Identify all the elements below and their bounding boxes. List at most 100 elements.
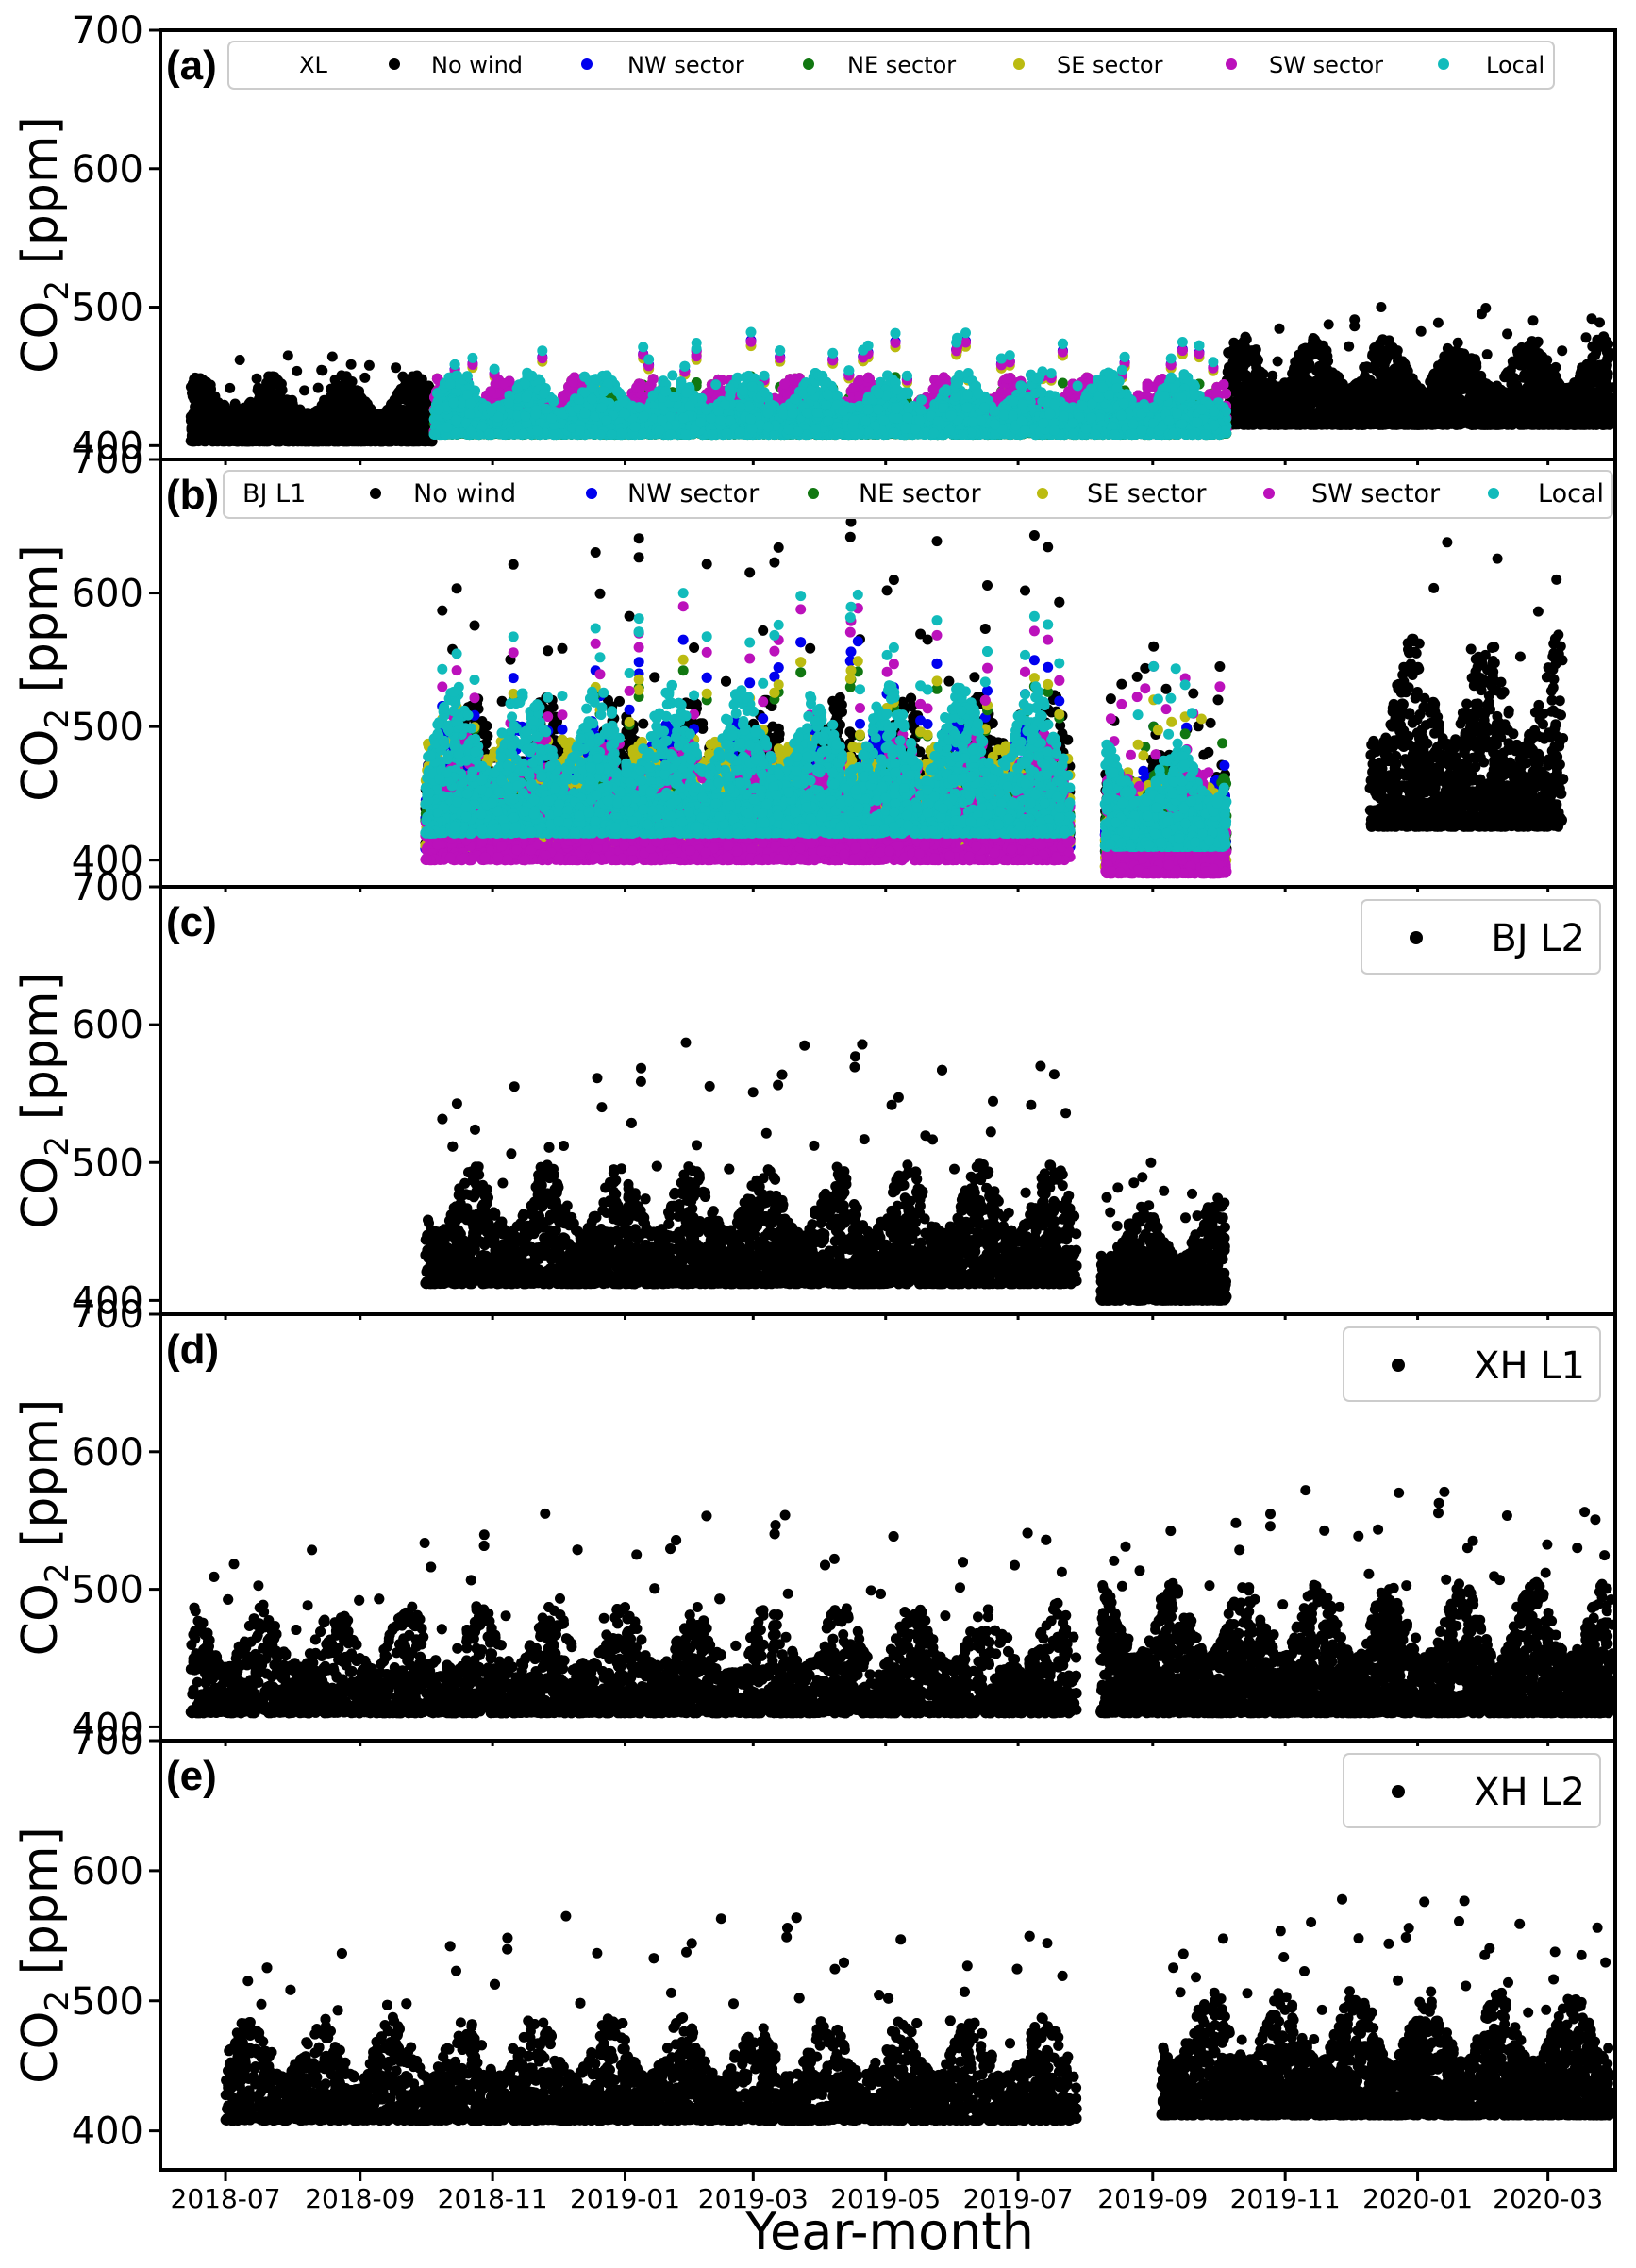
- point-no-wind: [1380, 365, 1391, 375]
- point-no-wind: [1256, 377, 1266, 388]
- point-no-wind: [1579, 386, 1590, 396]
- point-no-wind: [391, 362, 401, 373]
- point-no-wind: [1345, 405, 1356, 415]
- point-no-wind: [1296, 411, 1307, 422]
- point-no-wind: [1240, 354, 1250, 364]
- point-no-wind: [1477, 309, 1487, 319]
- point-no-wind: [1466, 386, 1477, 396]
- point-no-wind: [334, 431, 344, 442]
- point-no-wind: [1561, 389, 1572, 399]
- point-no-wind: [1273, 357, 1283, 367]
- point-no-wind: [1444, 359, 1455, 370]
- point-no-wind: [358, 400, 368, 410]
- point-no-wind: [1361, 361, 1372, 372]
- point-no-wind: [1307, 409, 1317, 419]
- point-no-wind: [340, 394, 350, 405]
- point-no-wind: [1261, 397, 1272, 408]
- point-no-wind: [1376, 378, 1386, 389]
- point-no-wind: [1551, 378, 1561, 389]
- point-no-wind: [190, 407, 200, 417]
- point-no-wind: [1310, 340, 1321, 350]
- point-no-wind: [1591, 419, 1601, 429]
- point-no-wind: [1525, 368, 1535, 378]
- point-peak: [283, 350, 293, 360]
- point-no-wind: [1462, 415, 1473, 425]
- point-no-wind: [243, 401, 254, 411]
- point-no-wind: [1595, 409, 1606, 420]
- point-no-wind: [1457, 383, 1467, 393]
- point-no-wind: [235, 355, 245, 365]
- point-no-wind: [1331, 370, 1342, 380]
- point-no-wind: [324, 398, 334, 409]
- point-no-wind: [208, 432, 218, 442]
- point-no-wind: [331, 387, 342, 397]
- point-no-wind: [1499, 372, 1510, 382]
- point-no-wind: [327, 352, 338, 362]
- point-no-wind: [217, 423, 227, 433]
- point-no-wind: [358, 412, 368, 423]
- point-peak: [1376, 302, 1386, 312]
- point-no-wind: [252, 374, 262, 384]
- point-no-wind: [1581, 417, 1592, 427]
- point-no-wind: [1287, 368, 1297, 378]
- point-no-wind: [1251, 362, 1261, 373]
- point-no-wind: [1282, 392, 1293, 403]
- point-no-wind: [317, 365, 327, 375]
- point-no-wind: [225, 383, 235, 393]
- point-no-wind: [1326, 410, 1336, 421]
- point-no-wind: [292, 366, 302, 376]
- point-no-wind: [1319, 354, 1329, 364]
- point-no-wind: [366, 434, 376, 444]
- point-no-wind: [1549, 397, 1560, 408]
- point-no-wind: [1392, 350, 1402, 360]
- point-no-wind: [1453, 367, 1463, 377]
- point-no-wind: [394, 430, 405, 441]
- point-no-wind: [1383, 413, 1394, 424]
- point-no-wind: [1475, 417, 1485, 427]
- point-no-wind: [286, 427, 296, 438]
- point-no-wind: [1508, 359, 1518, 369]
- point-no-wind: [1571, 411, 1581, 422]
- point-no-wind: [1233, 342, 1244, 352]
- point-no-wind: [274, 409, 284, 419]
- point-no-wind: [259, 436, 269, 446]
- point-no-wind: [397, 372, 408, 382]
- point-no-wind: [1316, 404, 1327, 414]
- point-no-wind: [1522, 420, 1532, 430]
- point-no-wind: [1502, 411, 1512, 422]
- point-no-wind: [1316, 373, 1327, 383]
- point-no-wind: [1467, 360, 1477, 371]
- point-no-wind: [1416, 326, 1427, 337]
- point-no-wind: [287, 395, 297, 406]
- point-no-wind: [1581, 332, 1592, 342]
- point-no-wind: [1569, 380, 1579, 391]
- point-no-wind: [1571, 393, 1581, 404]
- point-no-wind: [1426, 376, 1436, 387]
- point-no-wind: [297, 435, 308, 445]
- point-no-wind: [1409, 418, 1419, 428]
- point-no-wind: [1432, 399, 1443, 409]
- point-no-wind: [1539, 413, 1549, 424]
- point-no-wind: [1351, 388, 1361, 398]
- point-no-wind: [1267, 381, 1277, 392]
- point-no-wind: [1267, 371, 1277, 381]
- point-no-wind: [1407, 406, 1417, 416]
- point-no-wind: [1403, 394, 1413, 405]
- point-no-wind: [1489, 403, 1499, 413]
- point-no-wind: [1419, 389, 1429, 399]
- point-no-wind: [1464, 399, 1475, 409]
- point-no-wind: [313, 383, 324, 393]
- point-no-wind: [243, 426, 254, 437]
- point-no-wind: [220, 407, 230, 417]
- point-no-wind: [1349, 321, 1360, 331]
- point-no-wind: [227, 413, 238, 424]
- point-no-wind: [1524, 358, 1534, 368]
- point-no-wind: [192, 421, 203, 431]
- point-no-wind: [271, 398, 281, 409]
- point-no-wind: [1356, 419, 1366, 429]
- point-no-wind: [1319, 387, 1329, 397]
- point-no-wind: [1275, 324, 1285, 334]
- point-no-wind: [269, 376, 279, 387]
- point-no-wind: [1482, 349, 1493, 359]
- point-no-wind: [1523, 392, 1533, 403]
